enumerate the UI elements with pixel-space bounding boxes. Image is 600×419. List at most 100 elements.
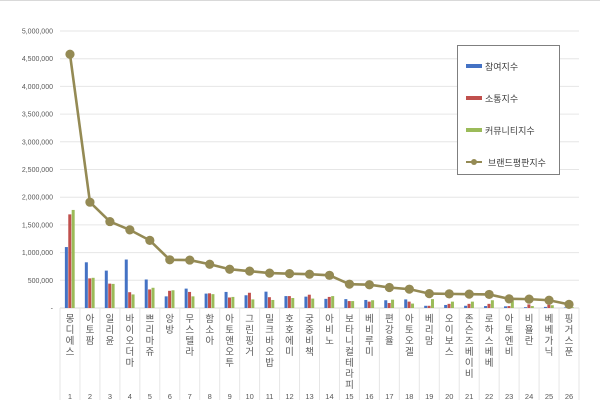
bar-community (171, 290, 175, 308)
bar-participation (444, 304, 448, 308)
bar-communication (547, 304, 551, 308)
rank-label: 21 (465, 392, 473, 401)
category-label: 비욜란 (524, 314, 534, 347)
bar-communication (148, 289, 152, 308)
bar-communication (267, 297, 271, 308)
line-marker (225, 264, 235, 274)
bar-participation (164, 296, 168, 308)
line-marker (564, 299, 574, 309)
bar-participation (484, 306, 488, 308)
rank-label: 14 (325, 392, 333, 401)
rank-label: 16 (365, 392, 373, 401)
line-marker (85, 197, 95, 207)
category-label: 쁘리마쥬 (145, 314, 155, 358)
category-label: 함소아 (205, 314, 215, 347)
category-label: 그린핑거 (245, 314, 254, 358)
bar-community (211, 294, 215, 308)
y-tick-label: 2,000,000 (22, 195, 53, 202)
y-tick-label: 5,000,000 (22, 29, 53, 36)
bar-participation (264, 291, 268, 308)
bar-communication (507, 306, 511, 308)
category-label: 편강율 (384, 314, 394, 347)
legend-item-community: 커뮤니티지수 (466, 124, 535, 137)
rank-label: 22 (485, 392, 493, 401)
category-label: 궁중비책 (305, 314, 314, 358)
bar-communication (247, 292, 251, 308)
legend-item-brand-reputation: 브랜드평판지수 (466, 156, 546, 169)
bar-communication (367, 301, 371, 308)
bar-participation (64, 247, 68, 308)
legend-label: 커뮤니티지수 (485, 126, 535, 137)
rank-label: 3 (108, 392, 112, 401)
bar-community (271, 299, 275, 308)
bar-community (251, 299, 255, 308)
line-marker (484, 289, 494, 300)
bar-participation (384, 300, 388, 308)
bar-participation (364, 299, 368, 308)
legend-item-participation: 참여지수 (466, 60, 519, 73)
y-tick-label: 4,500,000 (22, 56, 53, 63)
bar-participation (523, 307, 527, 308)
bar-participation (104, 270, 108, 308)
rank-label: 1 (68, 392, 72, 401)
bar-communication (168, 290, 172, 308)
bar-community (371, 300, 375, 308)
bar-community (91, 277, 95, 308)
bar-community (530, 306, 534, 308)
line-marker (65, 49, 75, 59)
rank-label: 26 (565, 392, 573, 401)
bar-communication (487, 303, 491, 308)
category-label: 베리맘 (424, 314, 434, 347)
bar-communication (427, 305, 431, 308)
bar-community (71, 209, 75, 308)
category-label: 일리윤 (105, 314, 115, 347)
bar-series (64, 209, 574, 308)
category-label: 아토엔비 (504, 314, 514, 358)
legend-swatch-green (466, 128, 482, 132)
bar-participation (144, 279, 148, 308)
bar-participation (344, 299, 348, 308)
line-marker (125, 225, 135, 235)
bar-community (131, 294, 135, 308)
y-tick-label: 3,500,000 (22, 112, 53, 119)
bar-participation (124, 259, 128, 308)
rank-label: 19 (425, 392, 433, 401)
bar-participation (404, 299, 408, 308)
bar-community (510, 300, 514, 308)
line-marker (145, 235, 155, 246)
line-marker (284, 269, 295, 279)
line-marker (245, 266, 255, 276)
y-tick-label: - (51, 306, 54, 313)
line-marker (504, 294, 514, 304)
top-border (0, 0, 600, 1)
bar-participation (284, 296, 288, 308)
legend-label: 브랜드평판지수 (488, 158, 546, 169)
category-label: 베베가닉 (544, 314, 554, 358)
bar-community (291, 298, 295, 308)
line-marker (384, 282, 394, 293)
rank-label: 9 (228, 392, 232, 401)
chart-legend: 참여지수 소통지수 커뮤니티지수 브랜드평판지수 (457, 45, 560, 175)
category-label: 아토팜 (85, 314, 95, 347)
bar-communication (68, 214, 72, 308)
x-category-dividers (59, 308, 580, 400)
bar-communication (447, 303, 451, 308)
bar-participation (504, 306, 508, 308)
legend-label: 참여지수 (485, 62, 519, 73)
rank-label: 24 (525, 392, 533, 401)
bar-participation (424, 305, 428, 308)
bar-communication (347, 301, 351, 308)
y-tick-label: 1,000,000 (22, 250, 53, 257)
bar-community (351, 301, 355, 308)
rank-label: 10 (245, 392, 253, 401)
legend-label: 소통지수 (485, 94, 519, 105)
rank-label: 5 (148, 392, 152, 401)
rank-label: 13 (305, 392, 313, 401)
bar-participation (244, 295, 248, 308)
line-marker (464, 289, 474, 299)
line-marker (264, 268, 275, 278)
y-tick-label: 4,000,000 (22, 84, 53, 91)
bar-community (111, 283, 115, 308)
y-tick-label: 500,000 (28, 278, 53, 285)
bar-community (450, 301, 454, 308)
